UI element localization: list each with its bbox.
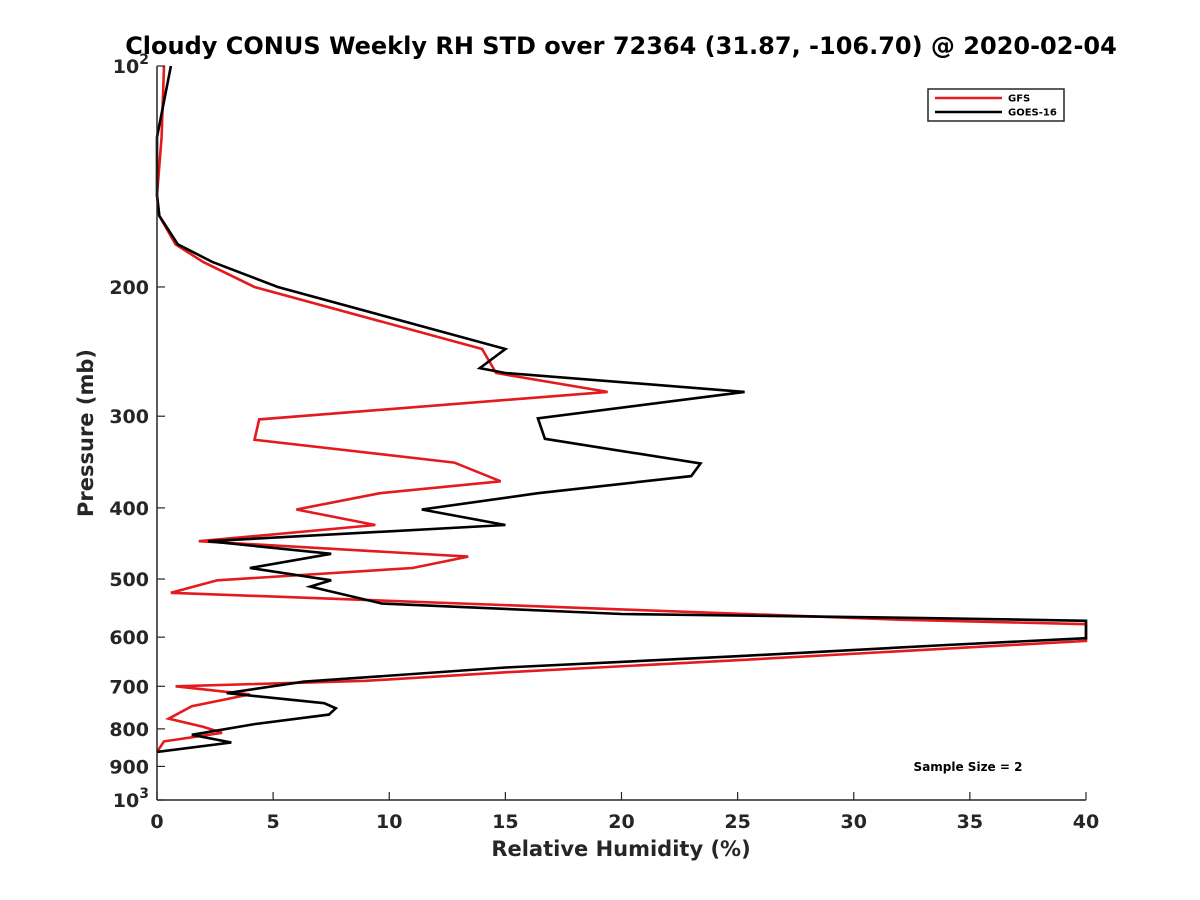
legend-entry-label: GOES-16 (1008, 108, 1057, 119)
y-tick-label-base: 600 (109, 627, 149, 649)
y-tick-label-base: 500 (109, 569, 149, 591)
x-axis-label: Relative Humidity (%) (491, 837, 750, 861)
x-axis-ticks: 0 5 10 15 20 25 30 35 40 (150, 792, 1099, 833)
legend-entry-label: GFS (1008, 94, 1030, 105)
y-tick-label-exponent: 3 (139, 786, 149, 802)
y-tick-label-base: 700 (109, 676, 149, 698)
plot-frame (157, 66, 1086, 800)
y-tick-label: 600 (109, 627, 149, 649)
series-layer (155, 65, 1088, 754)
legend-box (927, 88, 1065, 122)
x-tick-label: 20 (608, 811, 634, 833)
y-tick-label: 500 (109, 569, 149, 591)
y-tick-label: 900 (109, 756, 149, 778)
y-tick-label-base: 200 (109, 277, 149, 299)
y-tick-label-base: 10 (113, 790, 139, 812)
x-tick-label: 15 (492, 811, 518, 833)
x-tick-label: 35 (957, 811, 983, 833)
x-tick-label: 30 (841, 811, 867, 833)
y-tick-label: 103 (113, 786, 149, 812)
legend-items: GFS GOES-16 (935, 94, 1057, 119)
series-line-goes-16 (155, 65, 1088, 754)
plot-area: 0 5 10 15 20 25 30 35 40 10220030040050060070080… (109, 52, 1099, 833)
y-axis-label: Pressure (mb) (74, 349, 98, 517)
y-tick-label-base: 900 (109, 756, 149, 778)
y-tick-label: 102 (113, 52, 149, 78)
y-tick-label: 200 (109, 277, 149, 299)
x-tick-label: 0 (150, 811, 163, 833)
x-tick-label: 40 (1073, 811, 1099, 833)
y-tick-label-base: 10 (113, 56, 139, 78)
y-tick-label-base: 400 (109, 498, 149, 520)
legend: GFS GOES-16 (927, 88, 1065, 122)
x-tick-label: 25 (724, 811, 750, 833)
y-tick-label: 400 (109, 498, 149, 520)
y-tick-label: 700 (109, 676, 149, 698)
x-tick-label: 10 (376, 811, 402, 833)
y-tick-label-exponent: 2 (139, 52, 149, 68)
y-tick-label: 300 (109, 406, 149, 428)
sample-size-annotation: Sample Size = 2 (914, 760, 1023, 774)
y-tick-label: 800 (109, 719, 149, 741)
y-tick-label-base: 800 (109, 719, 149, 741)
x-tick-label: 5 (267, 811, 280, 833)
chart-title: Cloudy CONUS Weekly RH STD over 72364 (3… (125, 32, 1117, 60)
y-tick-label-base: 300 (109, 406, 149, 428)
